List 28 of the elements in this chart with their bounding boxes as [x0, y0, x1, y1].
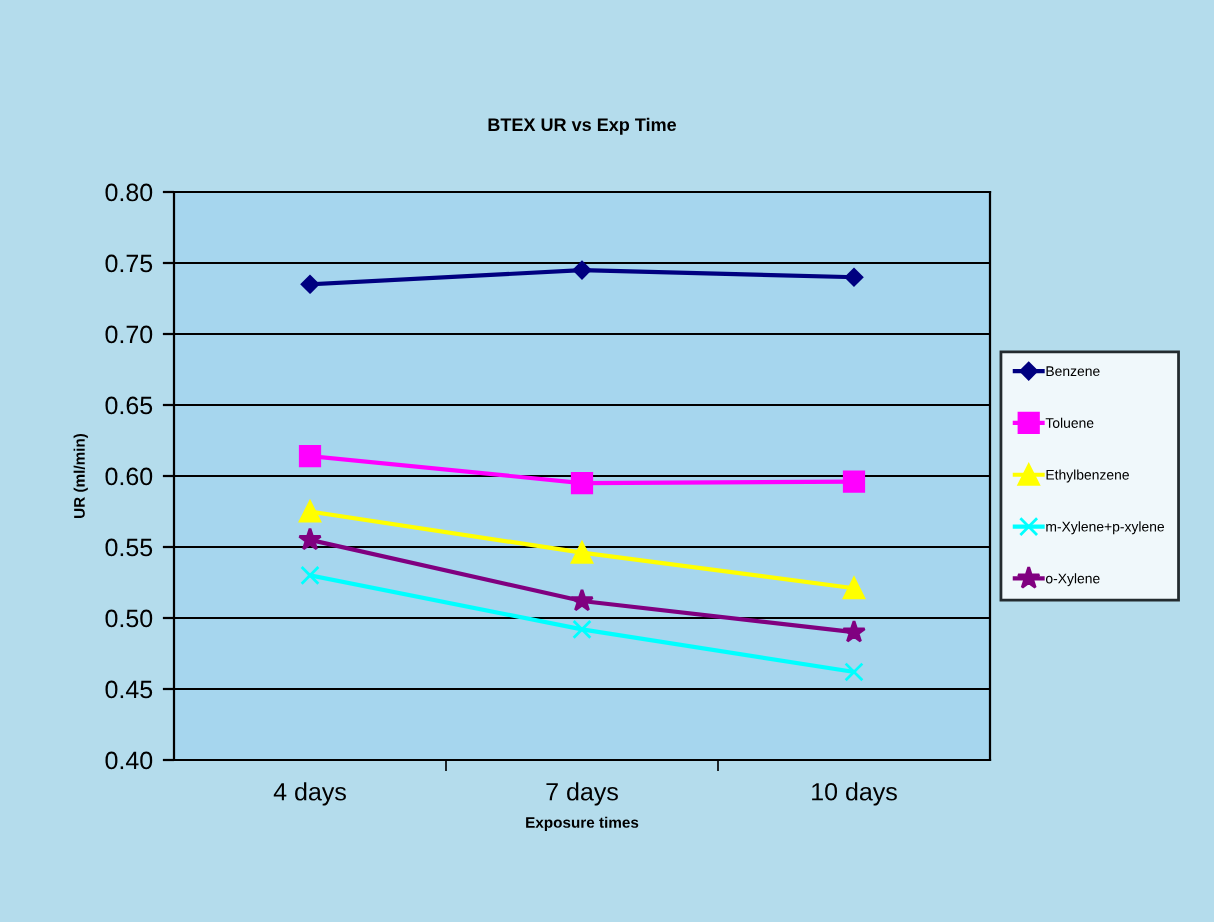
point [572, 260, 592, 280]
point [298, 527, 322, 551]
y-tick-label: 0.50 [105, 609, 153, 628]
point [844, 267, 864, 287]
y-tick-label: 0.75 [105, 254, 153, 273]
y-tick-label: 0.80 [105, 183, 153, 202]
y-tick-label: 0.60 [105, 467, 153, 486]
x-tick-label: 7 days [546, 782, 618, 806]
point [298, 500, 322, 523]
y-tick-label: 0.70 [105, 325, 153, 344]
point [570, 541, 594, 564]
y-tick-label: 0.45 [105, 680, 153, 699]
point [842, 577, 866, 600]
point [842, 619, 866, 643]
point [300, 565, 320, 586]
y-tick-label: 0.40 [105, 751, 153, 770]
point [300, 275, 320, 294]
point [842, 470, 866, 493]
x-tick-label: 4 days [273, 782, 346, 806]
y-tick-label: 0.55 [105, 538, 153, 557]
point [844, 662, 864, 682]
point [570, 588, 594, 612]
x-tick-label: 10 days [812, 782, 897, 806]
point [572, 619, 592, 640]
point [570, 471, 594, 495]
point [298, 445, 322, 468]
y-tick-label: 0.65 [105, 396, 153, 415]
chart-title: BTEX UR vs Exp Time [488, 117, 677, 135]
